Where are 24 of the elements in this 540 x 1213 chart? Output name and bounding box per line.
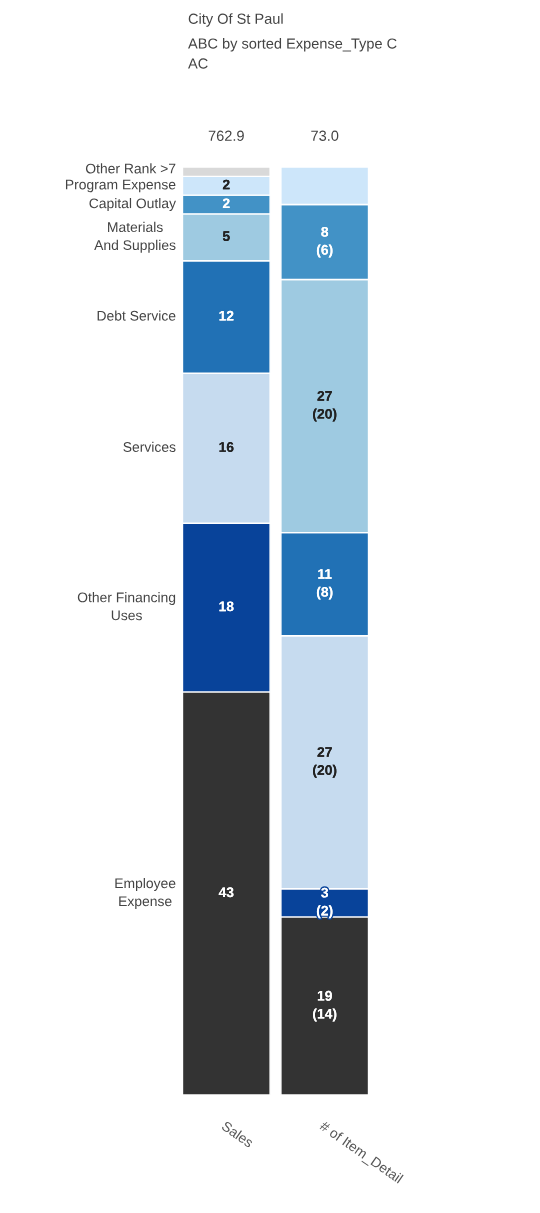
data-label: 2: [222, 198, 230, 209]
data-label: 43: [218, 887, 234, 898]
data-label: 27 (20): [313, 390, 337, 422]
series-label: Services: [123, 441, 176, 452]
text: 762.9: [208, 130, 244, 141]
data-label: 12: [219, 310, 234, 321]
series-label: Other Financing Uses: [77, 592, 176, 621]
series-label: Debt Service: [97, 310, 176, 321]
series-label: Materials And Supplies: [94, 221, 176, 253]
data-label: 16: [219, 442, 234, 452]
series-label: Other Rank >7: [85, 163, 176, 174]
chart-title: City Of St Paul: [188, 13, 283, 27]
data-label: 8 (6): [316, 226, 333, 258]
series-label: Program Expense: [65, 179, 176, 193]
data-label: 2: [222, 179, 230, 190]
series-label: Employee Expense: [115, 878, 176, 909]
data-label: 18: [219, 601, 234, 612]
data-label: 5: [222, 231, 230, 242]
chart-subtitle: ABC by sorted Expense_Type C AC: [188, 38, 397, 69]
data-label: 27 (20): [313, 747, 337, 778]
data-label: 19 (14): [313, 990, 337, 1022]
data-label: 11 (8): [316, 569, 333, 600]
series-label: Capital Outlay: [89, 198, 176, 211]
text: 73.0: [311, 130, 339, 141]
